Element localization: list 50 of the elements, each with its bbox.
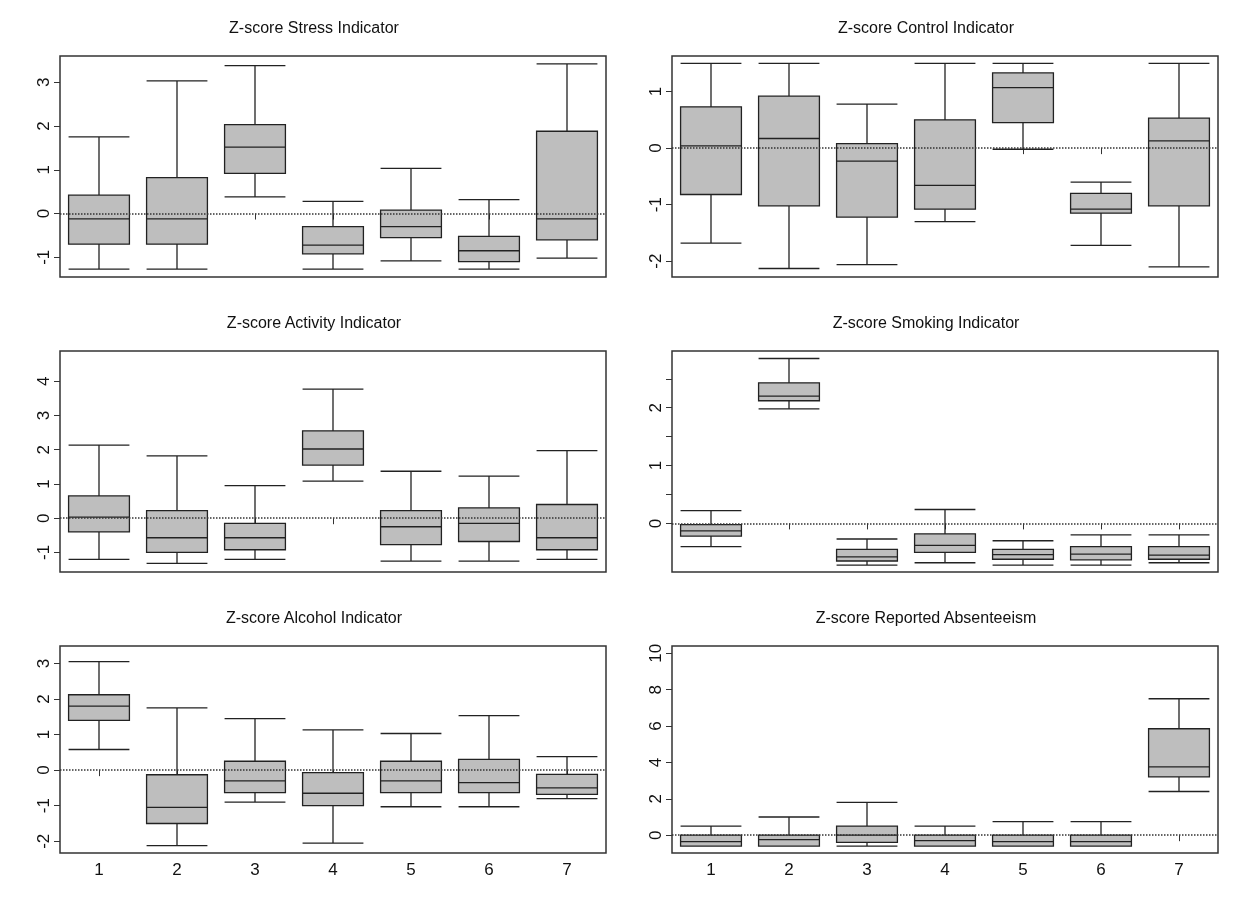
y-tick-label: 2 [34,121,53,131]
y-tick-label: -1 [34,798,53,814]
x-tick-label: 6 [1096,860,1106,879]
chart-title: Z-score Activity Indicator [226,313,402,331]
y-tick-label: 2 [646,402,665,413]
y-tick-label: 3 [34,77,53,87]
y-tick-label: 2 [34,444,53,455]
y-tick-label: -2 [34,833,53,849]
y-tick-label: 2 [646,794,665,804]
x-tick-label: 2 [172,860,182,879]
x-tick-label: 4 [940,860,950,879]
chart-title: Z-score Control Indicator [837,18,1015,36]
x-tick-label: 5 [1018,860,1028,879]
y-tick-label: 0 [34,513,53,523]
y-tick-label: 1 [34,479,53,489]
y-tick-label: -1 [646,197,665,213]
y-tick-label: 4 [646,757,665,768]
y-tick-label: 1 [646,460,665,471]
x-tick-label: 1 [94,860,104,879]
y-tick-label: 3 [34,410,53,421]
x-tick-label: 7 [1174,860,1184,879]
y-tick-label: 1 [34,165,53,175]
y-tick-label: 0 [646,830,665,840]
chart-title: Z-score Smoking Indicator [832,313,1021,331]
y-tick-label: 1 [646,86,665,97]
y-tick-label: 3 [34,658,53,669]
y-tick-label: -1 [34,544,53,561]
y-tick-label: 1 [34,729,53,740]
x-tick-label: 3 [250,860,260,879]
chart-title: Z-score Alcohol Indicator [225,608,403,626]
y-tick-label: 2 [34,694,53,704]
y-tick-label: 6 [646,721,665,731]
x-tick-label: 6 [484,860,494,879]
y-tick-label: 8 [646,684,665,695]
x-tick-label: 1 [706,860,716,879]
y-tick-label: 0 [34,765,53,775]
y-tick-label: -1 [34,249,53,265]
x-tick-label: 2 [784,860,794,879]
y-tick-label: -2 [646,253,665,269]
x-tick-label: 7 [562,860,572,879]
x-tick-label: 3 [862,860,872,879]
y-tick-label: 10 [646,643,665,663]
x-tick-label: 5 [406,860,416,879]
chart-title: Z-score Reported Absenteeism [815,608,1037,626]
chart-title: Z-score Stress Indicator [229,18,400,36]
y-tick-label: 0 [34,208,53,219]
y-tick-label: 0 [646,143,665,153]
y-tick-label: 4 [34,376,53,386]
y-tick-label: 0 [646,518,665,529]
x-tick-label: 4 [328,860,338,879]
